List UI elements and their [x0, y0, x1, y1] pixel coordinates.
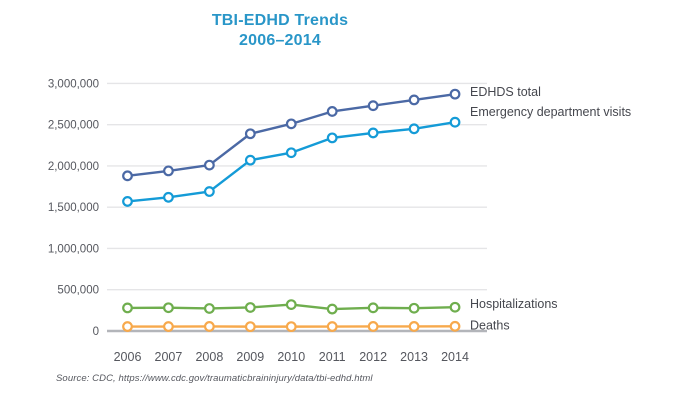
data-point-marker-edhds-total: [163, 165, 174, 177]
chart-subtitle: 2006–2014: [239, 32, 321, 49]
x-tick-label: 2007: [155, 350, 183, 364]
x-tick-label: 2012: [359, 350, 387, 364]
data-point-marker-hospitalizations: [163, 302, 174, 314]
data-point-marker-deaths: [285, 321, 297, 333]
source-note: Source: CDC, https://www.cdc.gov/traumat…: [56, 373, 373, 384]
y-tick-label: 500,000: [57, 285, 99, 297]
x-tick-label: 2013: [400, 350, 428, 364]
data-point-marker-deaths: [203, 321, 215, 332]
series-line-emergency-department-visits: [126, 120, 457, 203]
data-point-marker-hospitalizations: [122, 302, 133, 314]
data-point-marker-deaths: [326, 321, 338, 332]
data-point-marker-deaths: [367, 321, 379, 332]
data-point-marker-edhds-total: [285, 118, 297, 130]
data-point-marker-emergency-department-visits: [326, 132, 338, 144]
data-point-marker-edhds-total: [326, 106, 338, 117]
data-point-marker-deaths: [122, 321, 133, 332]
y-tick-label: 1,000,000: [48, 243, 99, 255]
data-point-marker-emergency-department-visits: [244, 154, 256, 166]
y-tick-label: 2,500,000: [48, 120, 99, 132]
data-point-marker-hospitalizations: [326, 303, 338, 315]
data-point-marker-edhds-total: [122, 170, 133, 182]
data-point-marker-deaths: [244, 321, 256, 333]
data-point-marker-edhds-total: [449, 88, 461, 100]
data-point-marker-emergency-department-visits: [367, 127, 379, 139]
data-point-marker-edhds-total: [408, 94, 420, 106]
x-tick-label: 2006: [114, 350, 142, 364]
series-label-edhds-total: EDHDS total: [470, 85, 541, 99]
data-point-marker-deaths: [449, 320, 461, 332]
data-point-marker-deaths: [408, 321, 420, 332]
x-tick-label: 2014: [441, 350, 469, 364]
series-label-hospitalizations: Hospitalizations: [470, 297, 558, 311]
data-point-marker-hospitalizations: [449, 301, 461, 313]
series-label-emergency-department-visits: Emergency department visits: [470, 105, 631, 119]
chart-title: TBI-EDHD Trends: [211, 12, 349, 29]
data-point-marker-emergency-department-visits: [203, 186, 215, 197]
data-point-marker-emergency-department-visits: [163, 191, 174, 203]
data-point-marker-deaths: [163, 321, 174, 332]
data-point-marker-emergency-department-visits: [449, 116, 461, 128]
data-point-marker-emergency-department-visits: [285, 147, 297, 159]
data-point-marker-edhds-total: [203, 159, 215, 171]
data-point-marker-hospitalizations: [408, 302, 420, 314]
series-line-edhds-total: [126, 92, 457, 178]
data-point-marker-edhds-total: [367, 100, 379, 112]
x-tick-label: 2008: [195, 350, 223, 364]
data-point-marker-edhds-total: [244, 128, 256, 140]
chart-title-block: TBI-EDHD Trends 2006–2014: [90, 11, 470, 51]
y-tick-label: 1,500,000: [48, 202, 99, 214]
data-point-marker-hospitalizations: [244, 302, 256, 313]
series-label-deaths: Deaths: [470, 318, 510, 332]
data-point-marker-emergency-department-visits: [408, 123, 420, 135]
x-tick-label: 2011: [319, 350, 346, 364]
data-point-marker-hospitalizations: [367, 302, 379, 314]
x-tick-label: 2009: [236, 350, 264, 364]
data-point-marker-hospitalizations: [285, 299, 297, 310]
data-point-marker-emergency-department-visits: [122, 196, 133, 207]
data-point-marker-hospitalizations: [203, 303, 215, 314]
y-tick-label: 3,000,000: [48, 78, 99, 90]
y-tick-label: 0: [93, 326, 99, 338]
x-tick-label: 2010: [277, 350, 305, 364]
y-tick-label: 2,000,000: [48, 161, 99, 173]
